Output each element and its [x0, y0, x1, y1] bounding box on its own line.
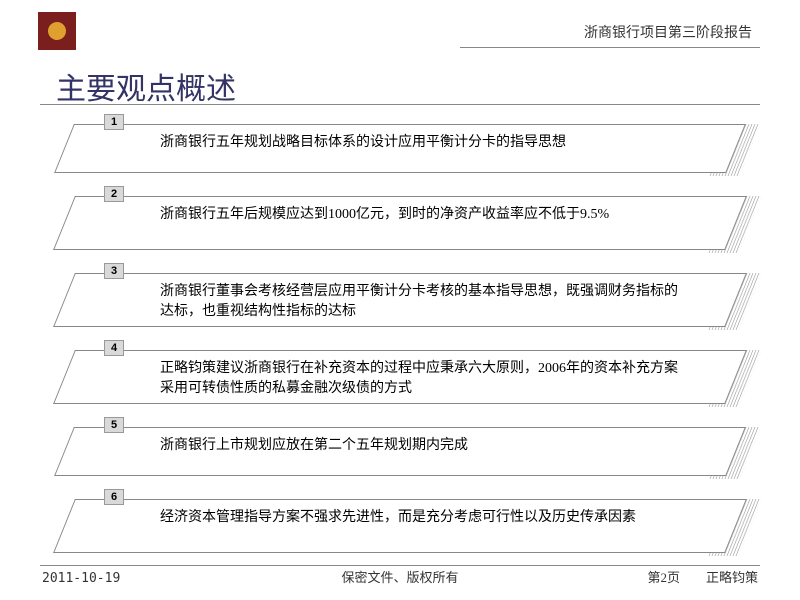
- header-underline: [460, 47, 760, 48]
- footer-confidential: 保密文件、版权所有: [0, 567, 800, 586]
- point-text: 浙商银行董事会考核经营层应用平衡计分卡考核的基本指导思想，既强调财务指标的达标，…: [80, 273, 720, 327]
- point-item: 正略钧策建议浙商银行在补充资本的过程中应秉承六大原则，2006年的资本补充方案采…: [30, 344, 770, 404]
- footer-page-number: 第2页: [647, 567, 680, 586]
- page-title: 主要观点概述: [56, 64, 236, 108]
- logo: [38, 12, 76, 50]
- point-item: 浙商银行董事会考核经营层应用平衡计分卡考核的基本指导思想，既强调财务指标的达标，…: [30, 267, 770, 327]
- point-item: 浙商银行上市规划应放在第二个五年规划期内完成5: [30, 421, 770, 476]
- point-text: 经济资本管理指导方案不强求先进性，而是充分考虑可行性以及历史传承因素: [80, 499, 720, 553]
- point-text: 浙商银行五年后规模应达到1000亿元，到时的净资产收益率应不低于9.5%: [80, 196, 720, 250]
- point-number: 3: [104, 263, 124, 279]
- title-underline: [40, 104, 760, 105]
- point-number: 6: [104, 489, 124, 505]
- point-number: 2: [104, 186, 124, 202]
- point-number: 4: [104, 340, 124, 356]
- point-text: 正略钧策建议浙商银行在补充资本的过程中应秉承六大原则，2006年的资本补充方案采…: [80, 350, 720, 404]
- point-item: 经济资本管理指导方案不强求先进性，而是充分考虑可行性以及历史传承因素6: [30, 493, 770, 553]
- point-number: 5: [104, 417, 124, 433]
- point-item: 浙商银行五年规划战略目标体系的设计应用平衡计分卡的指导思想1: [30, 118, 770, 173]
- point-item: 浙商银行五年后规模应达到1000亿元，到时的净资产收益率应不低于9.5%2: [30, 190, 770, 250]
- header-report-title: 浙商银行项目第三阶段报告: [584, 22, 752, 42]
- point-text: 浙商银行上市规划应放在第二个五年规划期内完成: [80, 427, 720, 476]
- footer-brand: 正略钧策: [706, 567, 758, 586]
- point-number: 1: [104, 114, 124, 130]
- points-list: 浙商银行五年规划战略目标体系的设计应用平衡计分卡的指导思想1 浙商银行五年后规模应…: [30, 118, 770, 570]
- footer-line: [40, 565, 760, 566]
- point-text: 浙商银行五年规划战略目标体系的设计应用平衡计分卡的指导思想: [80, 124, 720, 173]
- logo-mark: [46, 20, 68, 42]
